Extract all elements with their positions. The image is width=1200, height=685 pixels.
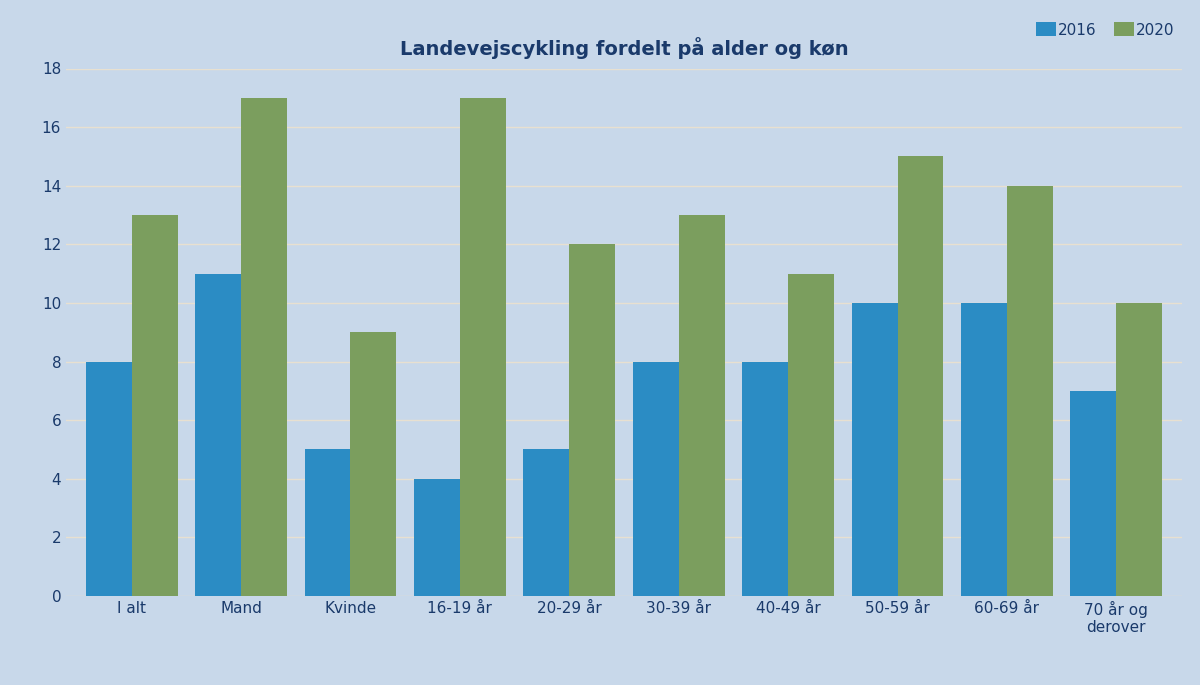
Bar	[632, 362, 679, 596]
Bar	[305, 449, 350, 596]
Bar	[569, 245, 616, 596]
Bar	[350, 332, 396, 596]
Bar	[414, 479, 460, 596]
Bar	[852, 303, 898, 596]
Bar	[742, 362, 788, 596]
Bar	[679, 215, 725, 596]
Bar	[85, 362, 132, 596]
Bar	[460, 98, 506, 596]
Bar	[788, 273, 834, 596]
Bar	[1116, 303, 1163, 596]
Bar	[523, 449, 569, 596]
Bar	[241, 98, 287, 596]
Bar	[1070, 391, 1116, 596]
Bar	[196, 273, 241, 596]
Bar	[898, 156, 943, 596]
Title: Landevejscykling fordelt på alder og køn: Landevejscykling fordelt på alder og køn	[400, 36, 848, 59]
Legend: 2016, 2020: 2016, 2020	[1036, 23, 1175, 38]
Bar	[132, 215, 178, 596]
Bar	[961, 303, 1007, 596]
Bar	[1007, 186, 1052, 596]
